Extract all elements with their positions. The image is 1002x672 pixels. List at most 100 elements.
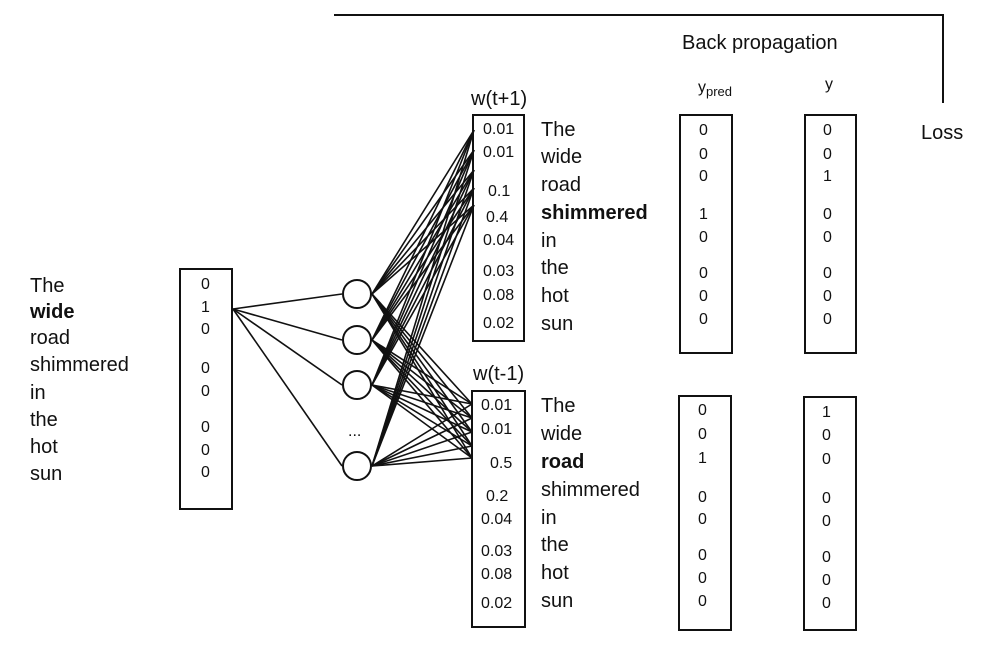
edge-hidden4-top-3 [371,169,475,467]
top-ypred-6: 0 [699,265,708,282]
bottom-prob-3: 0.5 [490,455,513,472]
edge-input-hidden-2 [232,308,343,341]
edge-hidden3-top-1 [371,129,475,386]
bottom-y-5: 0 [822,513,831,530]
edge-hidden3-bottom-4 [371,384,473,447]
bottom-prob-4: 0.2 [486,488,509,505]
top-prob-6: 0.03 [483,263,515,280]
hidden-node-1 [342,279,372,309]
input-value-2: 1 [201,299,210,316]
network-edges [232,129,475,467]
top-y-3: 1 [823,168,832,185]
top-word-5: in [541,230,557,252]
input-value-5: 0 [201,383,210,400]
edge-hidden4-bottom-3 [371,431,473,467]
top-prob-5: 0.04 [483,232,515,249]
edge-hidden4-top-5 [371,204,475,467]
bottom-y-6: 0 [822,549,831,566]
output-bottom-prob-box [471,390,526,628]
top-y-4: 0 [823,206,832,223]
top-word-2: wide [541,146,583,168]
bottom-y-8: 0 [822,595,831,612]
bottom-word-5: in [541,507,557,529]
input-word-2: wide [30,301,75,323]
top-y-2: 0 [823,146,832,163]
hidden-ellipsis: ... [348,423,362,440]
bottom-ypred-2: 0 [698,426,707,443]
input-value-7: 0 [201,442,210,459]
top-y-7: 0 [823,288,832,305]
bottom-prob-2: 0.01 [481,421,513,438]
top-word-6: the [541,257,569,279]
edge-hidden4-bottom-2 [371,417,473,467]
bottom-y-3: 0 [822,451,831,468]
bottom-prob-6: 0.03 [481,543,513,560]
top-prob-8: 0.02 [483,315,515,332]
edge-hidden4-top-4 [371,187,475,467]
top-word-4: shimmered [541,202,648,224]
edge-hidden3-bottom-1 [371,384,473,405]
bottom-y-4: 0 [822,490,831,507]
y-pred-subscript: pred [706,84,733,100]
edge-hidden2-bottom-4 [371,339,473,447]
input-value-6: 0 [201,419,210,436]
bottom-ypred-1: 0 [698,402,707,419]
output-top-ypred-box [679,114,733,354]
top-prob-3: 0.1 [488,183,511,200]
edge-hidden2-top-2 [371,149,475,341]
edge-input-hidden-4 [232,308,343,467]
bottom-word-3: road [541,451,585,473]
input-word-5: in [30,382,46,404]
top-prob-2: 0.01 [483,144,515,161]
y-header: y [825,76,833,93]
bottom-prob-7: 0.08 [481,566,513,583]
edge-input-hidden-3 [232,308,343,386]
edge-hidden4-top-1 [371,129,475,467]
bottom-word-6: the [541,534,569,556]
output-top-y-box [804,114,857,354]
input-onehot-box [179,268,233,510]
output-top-title: w(t+1) [471,88,528,110]
top-y-6: 0 [823,265,832,282]
top-word-1: The [541,119,576,141]
edge-hidden1-bottom-5 [371,293,473,459]
input-value-8: 0 [201,464,210,481]
bottom-prob-5: 0.04 [481,511,513,528]
input-word-3: road [30,327,71,349]
top-y-1: 0 [823,122,832,139]
top-prob-7: 0.08 [483,287,515,304]
edge-hidden4-top-2 [371,149,475,467]
bottom-prob-1: 0.01 [481,397,513,414]
input-value-3: 0 [201,321,210,338]
bottom-ypred-5: 0 [698,511,707,528]
output-top-prob-box [472,114,525,342]
output-bottom-ypred-box [678,395,732,631]
top-word-7: hot [541,285,569,307]
edge-input-hidden-1 [232,293,343,310]
edge-hidden2-top-4 [371,187,475,341]
edge-hidden4-bottom-5 [371,457,473,467]
top-ypred-1: 0 [699,122,708,139]
top-word-8: sun [541,313,574,335]
edge-hidden2-top-3 [371,169,475,341]
output-bottom-title: w(t-1) [473,363,525,385]
edge-hidden3-bottom-5 [371,384,473,459]
edge-hidden2-top-5 [371,204,475,341]
bottom-ypred-7: 0 [698,570,707,587]
bottom-word-1: The [541,395,576,417]
input-word-4: shimmered [30,354,129,376]
bottom-ypred-4: 0 [698,489,707,506]
backprop-label: Back propagation [682,32,838,54]
input-value-1: 0 [201,276,210,293]
loss-label: Loss [921,122,964,144]
input-word-8: sun [30,463,63,485]
bottom-ypred-8: 0 [698,593,707,610]
edge-hidden1-bottom-4 [371,293,473,447]
top-prob-4: 0.4 [486,209,509,226]
bottom-word-8: sun [541,590,574,612]
edge-hidden3-bottom-3 [371,384,473,433]
edge-hidden3-top-2 [371,149,475,386]
bottom-y-1: 1 [822,404,831,421]
